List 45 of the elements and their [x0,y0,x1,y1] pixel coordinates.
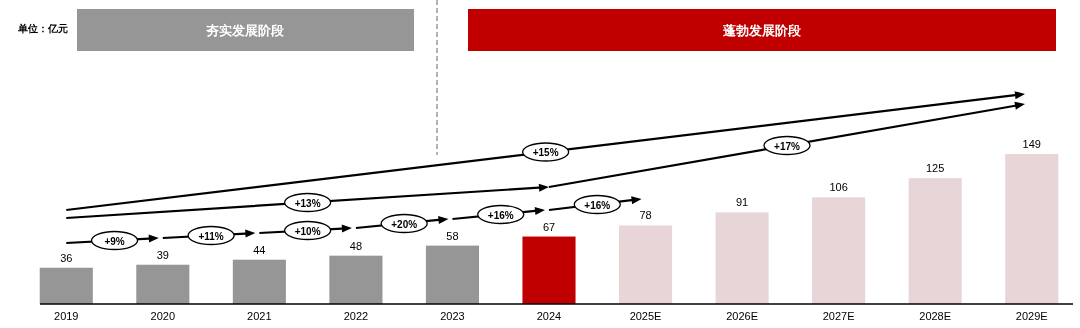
text: +17% [774,140,801,152]
bar [908,178,962,304]
data-label: 91 [735,196,749,209]
annotation: +16% [584,199,611,211]
data-label: 36 [60,251,73,264]
annotation: +10% [294,225,321,237]
data-label: 149 [1022,138,1041,150]
annotation: +11% [198,230,224,242]
annotation: +13% [294,197,321,209]
annotation: +15% [532,147,559,158]
x-tick-label: 2029E [1015,310,1048,322]
annotation: +9% [104,235,125,247]
x-tick-label: 2024 [536,310,562,322]
text: 单位：亿元 [17,23,68,34]
bar [39,267,93,304]
bar [136,264,190,304]
x-tick-label: 2026E [726,310,758,322]
x-tick-label: 2021 [247,310,272,322]
text: 蓬勃发展阶段 [722,23,802,38]
bar [232,259,286,304]
x-tick-label: 2028E [919,310,952,322]
data-label: 44 [253,243,266,256]
x-tick-label: 2022 [343,310,369,322]
bar [812,197,866,304]
data-label: 39 [156,248,169,261]
bar [522,236,576,304]
bar [715,212,769,304]
bar [619,225,673,304]
data-label: 58 [446,229,459,242]
x-tick-label: 2019 [54,310,79,322]
x-tick-label: 2023 [440,310,465,322]
data-label: 48 [349,239,363,252]
data-label: 106 [829,181,848,194]
data-label: 125 [926,162,945,175]
annotation: +20% [391,218,418,230]
data-label: 78 [639,209,652,222]
x-tick-label: 2025E [629,310,662,322]
data-label: 67 [542,220,556,233]
bar [425,245,480,304]
annotation: +16% [487,209,514,221]
x-tick-label: 2027E [822,310,855,322]
text: 夯实发展阶段 [205,23,285,38]
x-tick-label: 2020 [150,310,176,322]
bar [329,255,383,304]
bar [1005,154,1059,304]
